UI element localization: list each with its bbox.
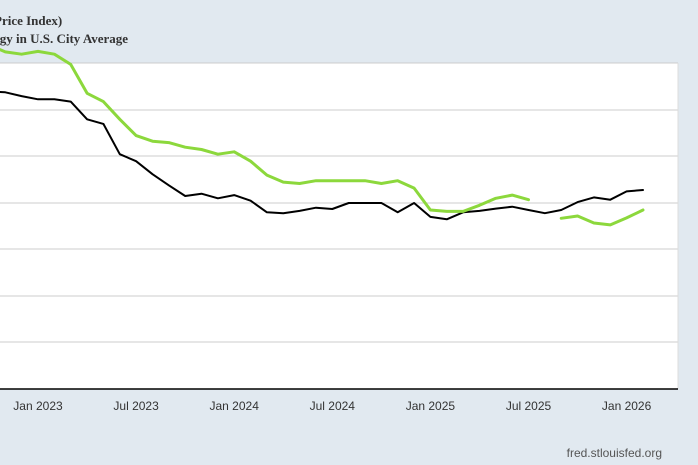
series-2-line	[0, 48, 530, 213]
source-credit: fred.stlouisfed.org	[566, 446, 662, 460]
series-2-line	[559, 208, 645, 227]
x-tick-label: Jul 2023	[113, 399, 159, 413]
chart-title-line-1: Price Index)	[0, 13, 63, 28]
series-1-line	[0, 91, 644, 221]
x-axis-ticks: Jan 2023 Jul 2023 Jan 2024 Jul 2024 Jan 2025…	[13, 399, 651, 413]
plot-area	[0, 63, 678, 389]
x-tick-label: Jan 2024	[210, 399, 260, 413]
x-tick-label: Jul 2025	[506, 399, 552, 413]
series-lines	[0, 48, 645, 227]
chart-title-line-2: rgy in U.S. City Average	[0, 31, 129, 46]
x-tick-label: Jan 2025	[406, 399, 456, 413]
chart-title: Price Index) rgy in U.S. City Average	[0, 12, 128, 48]
x-tick-label: Jul 2024	[310, 399, 356, 413]
x-tick-label: Jan 2026	[602, 399, 652, 413]
x-tick-label: Jan 2023	[13, 399, 63, 413]
